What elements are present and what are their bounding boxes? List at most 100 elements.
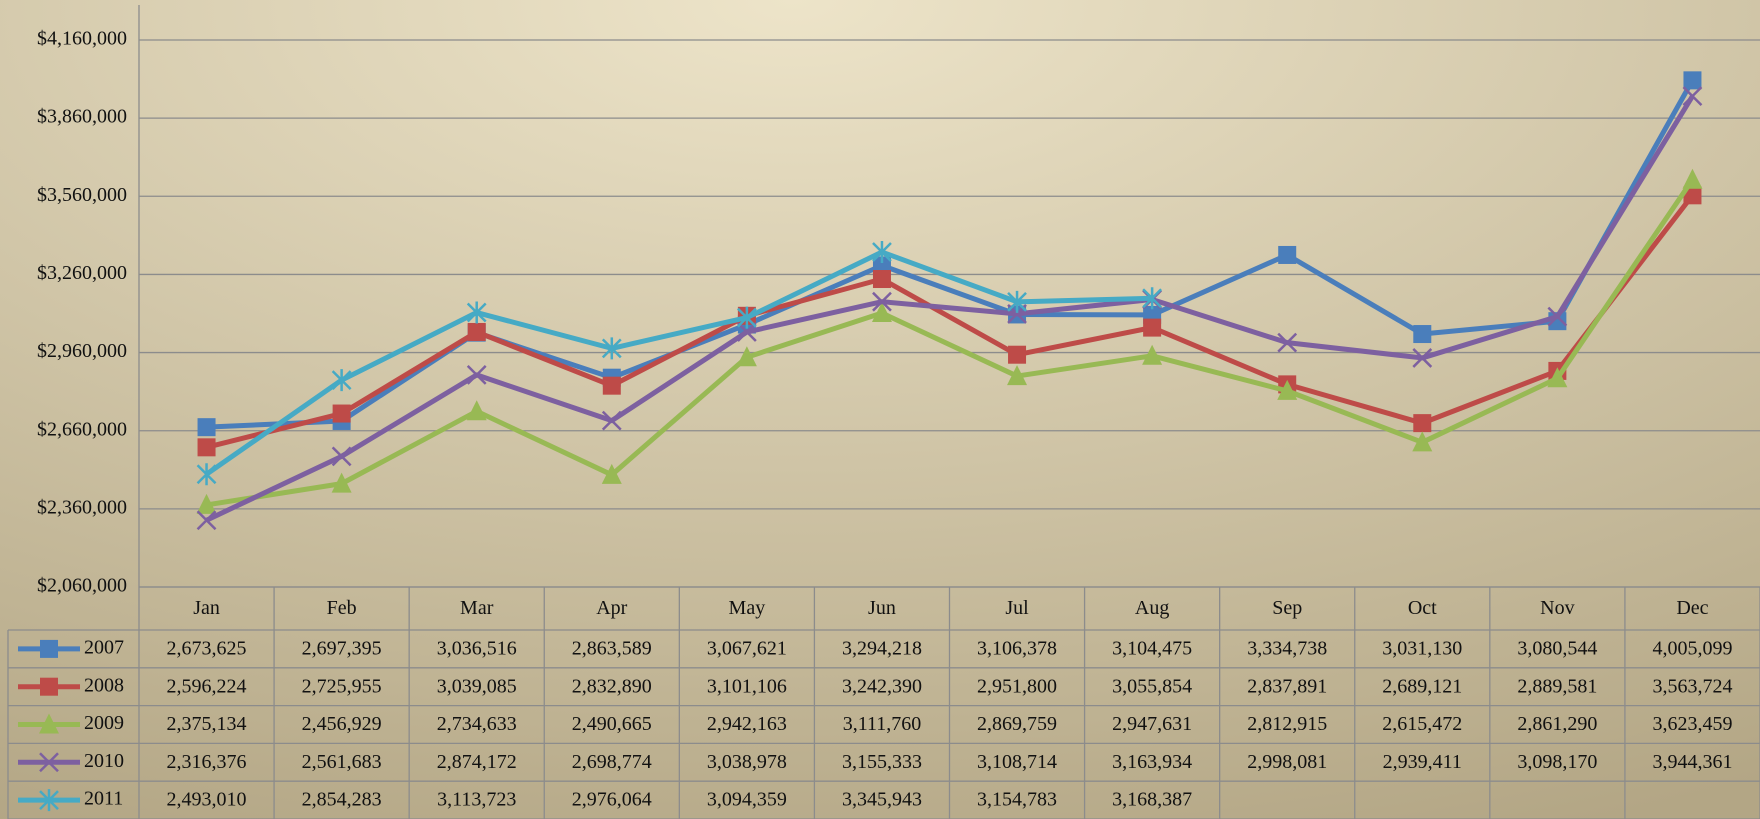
table-cell: 2,869,759 [977,713,1057,735]
table-cell: 2,837,891 [1247,675,1327,697]
table-cell: 2,673,625 [167,637,247,659]
marker [1142,287,1163,310]
table-cell: 3,155,333 [842,751,922,773]
table-cell: 2,889,581 [1517,675,1597,697]
legend-marker [40,677,58,696]
marker [1412,348,1433,368]
marker [1682,168,1703,189]
legend-label: 2009 [84,712,124,734]
table-cell: 3,154,783 [977,789,1057,811]
table-cell: 2,854,283 [302,789,382,811]
marker [1683,71,1702,90]
table-cell: 3,080,544 [1517,637,1597,659]
table-cell: 3,067,621 [707,637,787,659]
table-cell: 2,874,172 [437,751,517,773]
table-cell: 3,036,516 [437,637,517,659]
x-tick-label: Nov [1540,597,1574,619]
table-cell: 2,939,411 [1383,751,1462,773]
marker [1412,431,1433,452]
marker [466,301,487,324]
marker [601,337,622,360]
series-line [205,249,1153,477]
legend-marker [39,752,59,773]
legend-label: 2011 [84,788,123,810]
marker [1413,414,1432,433]
marker [331,472,352,493]
y-tick-label: $2,660,000 [37,418,127,440]
marker [1682,86,1703,107]
x-tick-label: Aug [1135,597,1169,619]
legend-marker [39,713,59,734]
table-cell: 3,098,170 [1517,751,1597,773]
y-tick-label: $2,960,000 [37,340,127,362]
x-tick-label: Apr [596,597,627,619]
table-cell: 3,163,934 [1112,751,1192,773]
marker [197,438,216,457]
marker [1277,379,1298,400]
marker [872,291,892,312]
marker [736,306,757,329]
y-tick-label: $3,560,000 [37,184,127,206]
marker [872,270,891,289]
table-cell: 2,490,665 [572,713,652,735]
marker [1683,186,1702,205]
table-cell: 2,615,472 [1382,713,1462,735]
table-cell: 2,861,290 [1517,713,1597,735]
x-tick-label: Mar [460,597,494,619]
table-cell: 2,947,631 [1112,713,1192,735]
y-tick-label: $2,060,000 [37,575,127,597]
marker [466,365,487,385]
table-cell: 3,106,378 [977,637,1057,659]
y-tick-label: $4,160,000 [37,28,127,50]
table-cell: 2,812,915 [1247,713,1327,735]
marker [331,369,352,392]
marker [1007,365,1028,386]
marker [871,302,892,323]
marker [196,510,217,531]
marker [467,322,486,341]
x-tick-label: Jul [1005,597,1029,619]
marker [196,463,217,486]
marker [736,322,757,342]
table-cell: 4,005,099 [1652,637,1732,659]
marker [197,418,216,437]
legend-marker [40,639,58,658]
table-cell: 2,734,633 [437,713,517,735]
table-cell: 3,334,738 [1247,637,1327,659]
table-cell: 2,863,589 [572,637,652,659]
marker [1143,318,1162,337]
table-cell: 3,242,390 [842,675,922,697]
table-cell: 3,563,724 [1652,675,1732,697]
legend-label: 2008 [84,674,124,696]
marker [602,376,621,395]
marker [872,241,892,264]
table-cell: 3,345,943 [842,789,922,811]
marker [1142,344,1163,365]
table-cell: 2,456,929 [302,713,382,735]
x-tick-label: May [729,597,766,619]
y-tick-label: $2,360,000 [37,496,127,518]
table-cell: 2,698,774 [572,751,652,773]
marker [1547,367,1568,388]
table-cell: 3,108,714 [977,751,1057,773]
table-cell: 2,493,010 [167,789,247,811]
table-cell: 3,031,130 [1382,637,1462,659]
table-cell: 3,104,475 [1112,637,1192,659]
x-tick-label: Feb [327,597,357,619]
table-cell: 3,039,085 [437,675,517,697]
table-cell: 3,038,978 [707,751,787,773]
marker [1278,245,1297,264]
y-tick-label: $3,860,000 [37,106,127,128]
table-cell: 2,689,121 [1382,675,1462,697]
table-cell: 2,561,683 [302,751,382,773]
table-cell: 3,623,459 [1652,713,1732,735]
table-cell: 2,942,163 [707,713,787,735]
marker [1413,325,1432,344]
legend-marker [39,789,59,812]
marker [331,446,352,467]
table-cell: 2,316,376 [167,751,247,773]
table-cell: 2,697,395 [302,637,382,659]
